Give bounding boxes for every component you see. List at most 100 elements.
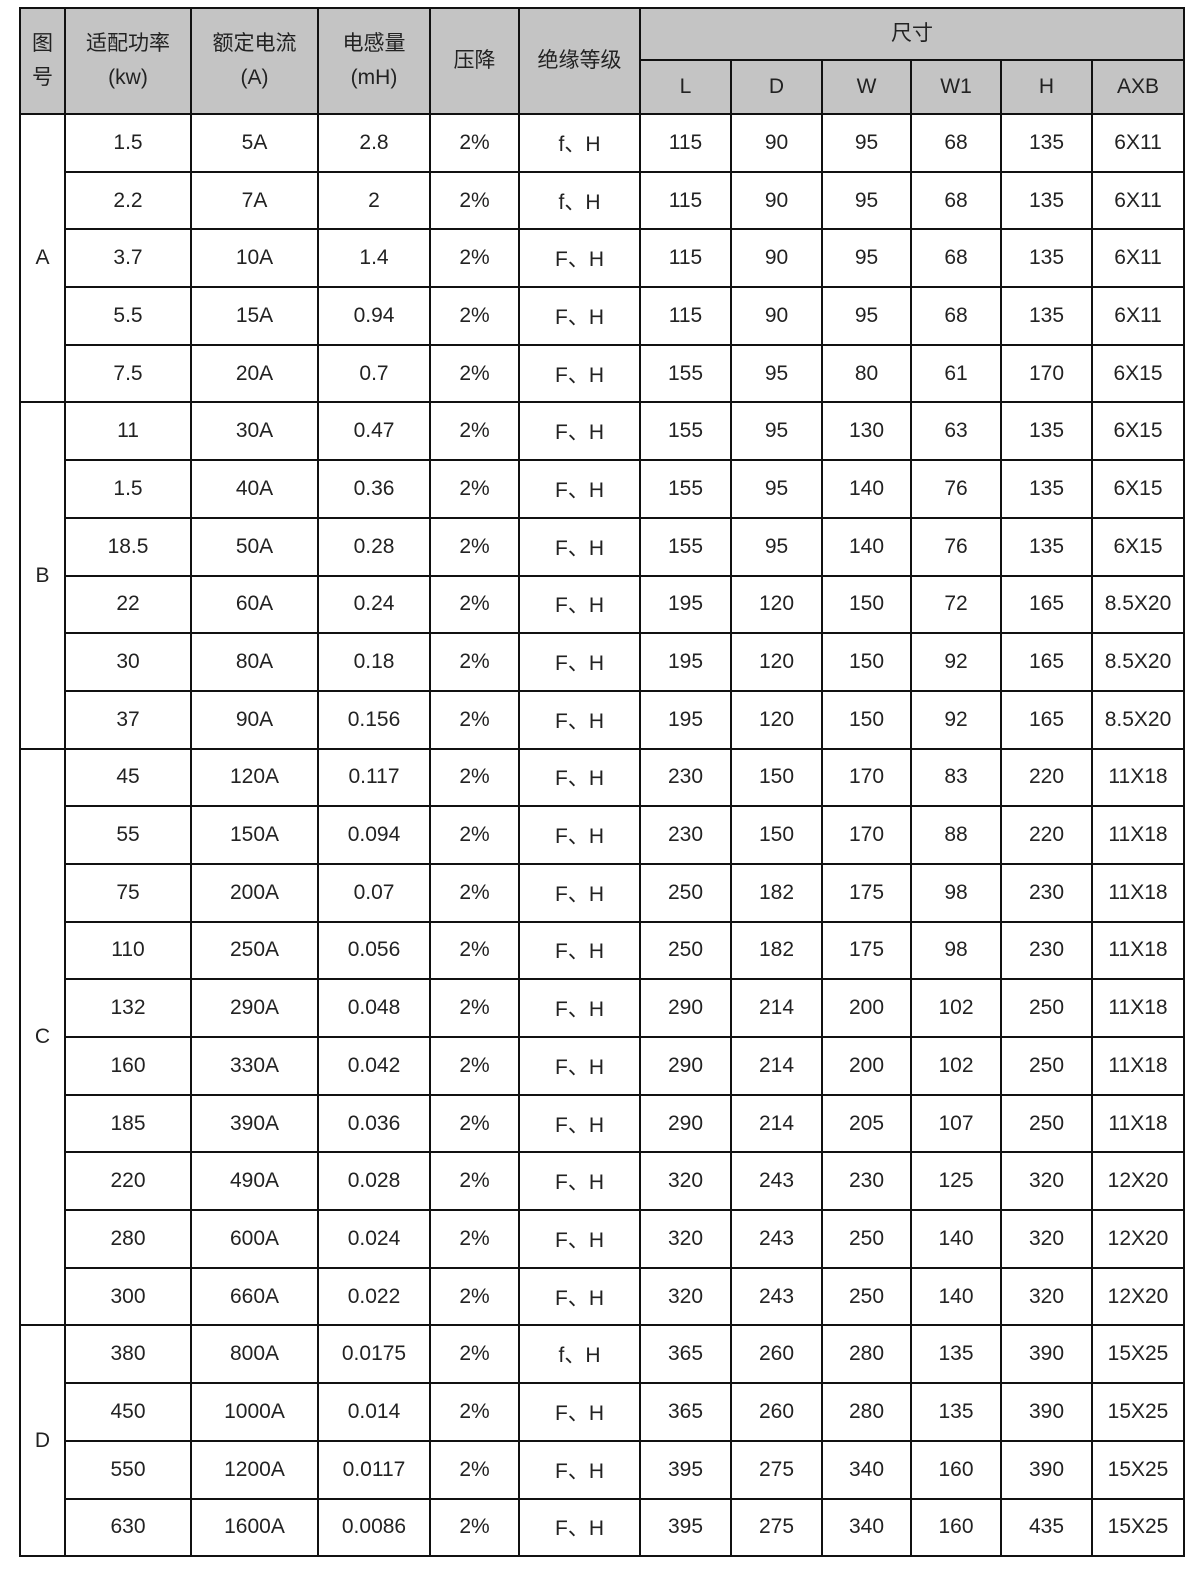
table-cell: 95 [730, 343, 823, 404]
table-cell: 135 [1000, 516, 1093, 577]
table-cell: 98 [910, 862, 1002, 923]
table-cell: 0.022 [317, 1266, 431, 1327]
table-row: 37 90A 0.156 2% F、H 195 120 150 92 165 8.5X20 [20, 689, 1186, 750]
table-cell: 6X11 [1090, 170, 1186, 231]
group-label: C [19, 747, 66, 1327]
table-cell: 230 [639, 805, 732, 865]
table-cell: 12X20 [1090, 1151, 1186, 1212]
group-label: A [19, 112, 66, 404]
table-cell: 2% [429, 459, 520, 519]
table-cell: 320 [639, 1151, 732, 1212]
table-cell: 300 [64, 1266, 192, 1327]
table-cell: 90 [730, 286, 823, 346]
table-cell: 290 [639, 1093, 732, 1154]
table-cell: 135 [1000, 286, 1093, 346]
table-cell: 243 [730, 1151, 823, 1212]
header-current: 额定电流 (A) [190, 7, 319, 115]
table-cell: 2% [429, 574, 520, 635]
table-cell: 2% [429, 516, 520, 577]
table-cell: 150A [190, 805, 319, 865]
table-cell: 290 [639, 978, 732, 1038]
table-cell: 11X18 [1090, 978, 1186, 1038]
table-cell: 205 [821, 1093, 912, 1154]
table-row: 3.7 10A 1.4 2% F、H 115 90 95 68 135 6X11 [20, 228, 1186, 289]
table-cell: F、H [518, 689, 641, 750]
table-cell: 550 [64, 1439, 192, 1500]
table-row: 450 1000A 0.014 2% F、H 365 260 280 135 390 15X25 [20, 1382, 1186, 1442]
table-cell: 660A [190, 1266, 319, 1327]
table-cell: f、H [518, 1324, 641, 1385]
table-cell: 120 [730, 689, 823, 750]
table-cell: f、H [518, 170, 641, 231]
table-cell: 230 [1000, 862, 1093, 923]
header-inductance-unit: (mH) [350, 66, 398, 89]
table-cell: 98 [910, 920, 1002, 981]
table-cell: 275 [730, 1497, 823, 1558]
table-cell: 290 [639, 1036, 732, 1096]
table-cell: 250 [1000, 1036, 1093, 1096]
table-cell: 2% [429, 862, 520, 923]
table-cell: 95 [730, 459, 823, 519]
table-cell: 68 [910, 228, 1002, 289]
table-cell: 182 [730, 862, 823, 923]
table-row: B 11 30A 0.47 2% F、H 155 95 130 63 135 6X15 [19, 401, 1186, 750]
table-cell: 90A [190, 689, 319, 750]
table-row: 110 250A 0.056 2% F、H 250 182 175 98 230 11X18 [20, 920, 1186, 981]
table-cell: 450 [64, 1382, 192, 1442]
table-cell: 0.056 [317, 920, 431, 981]
table-cell: 330A [190, 1036, 319, 1096]
table-cell: 40A [190, 459, 319, 519]
table-cell: 390A [190, 1093, 319, 1154]
table-cell: 2% [429, 805, 520, 865]
table-cell: 250 [821, 1209, 912, 1269]
table-cell: 135 [910, 1324, 1002, 1385]
table-cell: 0.28 [317, 516, 431, 577]
table-cell: 1.5 [64, 113, 192, 173]
table-cell: 155 [639, 516, 732, 577]
table-cell: 80A [190, 632, 319, 692]
table-cell: 12X20 [1090, 1209, 1186, 1269]
table-cell: 220 [1000, 747, 1093, 808]
table-cell: 135 [1000, 113, 1093, 173]
table-cell: 280 [821, 1324, 912, 1385]
table-cell: F、H [518, 401, 641, 462]
table-cell: F、H [518, 574, 641, 635]
table-cell: 115 [639, 228, 732, 289]
table-cell: 214 [730, 1036, 823, 1096]
table-cell: 90 [730, 113, 823, 173]
table-cell: 92 [910, 689, 1002, 750]
table-row: C 45 120A 0.117 2% F、H 230 150 170 83 220 11X18 [19, 747, 1186, 1327]
table-cell: 2% [429, 1093, 520, 1154]
table-cell: 37 [64, 689, 192, 750]
table-cell: 243 [730, 1209, 823, 1269]
table-cell: 220 [1000, 805, 1093, 865]
table-cell: 390 [1000, 1382, 1093, 1442]
table-cell: 88 [910, 805, 1002, 865]
table-cell: 68 [910, 286, 1002, 346]
table-row: 75 200A 0.07 2% F、H 250 182 175 98 230 11X18 [20, 862, 1186, 923]
table-cell: 165 [1000, 632, 1093, 692]
header-dim-d: D [730, 59, 823, 115]
table-cell: 83 [910, 747, 1002, 808]
header-inductance: 电感量 (mH) [317, 7, 431, 115]
table-cell: F、H [518, 805, 641, 865]
table-cell: 200 [821, 978, 912, 1038]
table-cell: 68 [910, 113, 1002, 173]
table-cell: 390 [1000, 1324, 1093, 1385]
table-cell: 30A [190, 401, 319, 462]
table-cell: 45 [64, 747, 192, 808]
table-cell: 0.18 [317, 632, 431, 692]
table-cell: 165 [1000, 574, 1093, 635]
table-cell: 130 [821, 401, 912, 462]
table-cell: 280 [821, 1382, 912, 1442]
table-cell: 170 [821, 805, 912, 865]
table-cell: 11X18 [1090, 1036, 1186, 1096]
table-cell: 110 [64, 920, 192, 981]
table-cell: 135 [1000, 228, 1093, 289]
table-cell: 8.5X20 [1090, 689, 1186, 750]
table-cell: F、H [518, 1382, 641, 1442]
table-cell: 7.5 [64, 343, 192, 404]
table-cell: 95 [821, 286, 912, 346]
table-cell: 150 [730, 747, 823, 808]
table-cell: 11 [64, 401, 192, 462]
